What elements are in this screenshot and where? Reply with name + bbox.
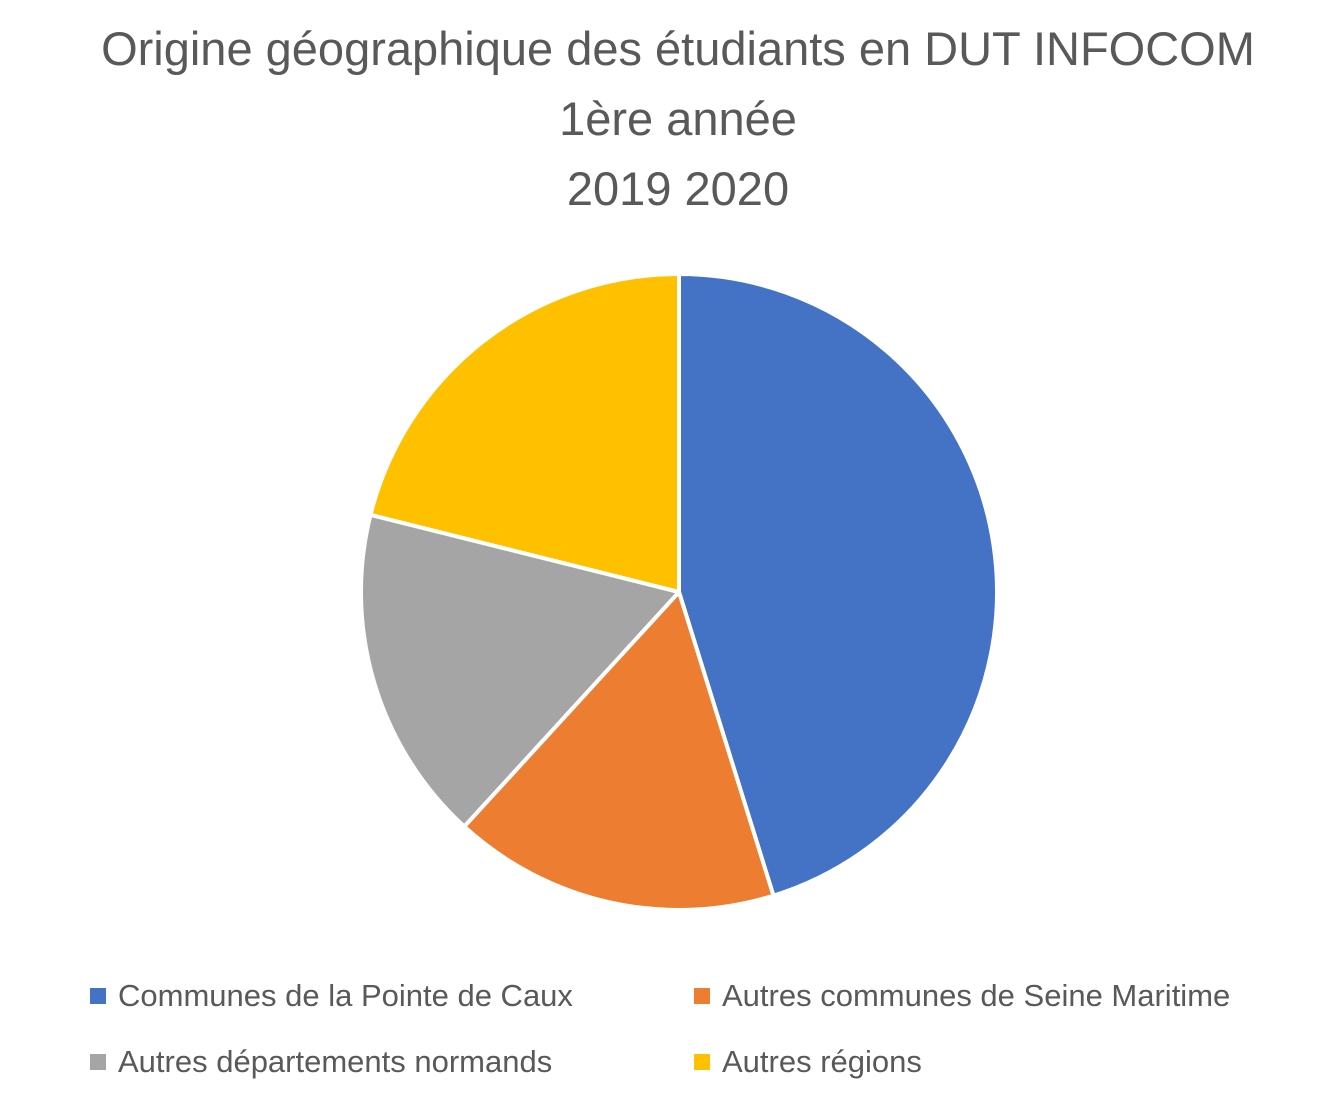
legend-label: Communes de la Pointe de Caux xyxy=(118,978,573,1013)
pie-slice-pointe-de-caux[interactable] xyxy=(677,272,999,898)
legend-swatch xyxy=(694,988,710,1004)
pie-slice-autres-regions[interactable] xyxy=(368,272,681,594)
legend-swatch xyxy=(90,988,106,1004)
legend-swatch xyxy=(694,1054,710,1070)
chart-legend: Communes de la Pointe de Caux Autres com… xyxy=(0,970,1344,1100)
legend-label: Autres communes de Seine Maritime xyxy=(722,978,1231,1013)
chart-title-line-3: 2019 2020 xyxy=(566,162,790,215)
legend-item-departements-normands[interactable]: Autres départements normands xyxy=(90,1044,552,1080)
chart-title-line-1: Origine géographique des étudiants en DU… xyxy=(101,22,1255,75)
chart-title: Origine géographique des étudiants en DU… xyxy=(0,14,1344,224)
legend-label: Autres départements normands xyxy=(118,1044,553,1079)
chart-title-line-2: 1ère année xyxy=(559,92,797,145)
legend-swatch xyxy=(90,1054,106,1070)
pie-slice-seine-maritime[interactable] xyxy=(462,590,776,912)
legend-item-pointe-de-caux[interactable]: Communes de la Pointe de Caux xyxy=(90,978,573,1014)
legend-item-seine-maritime[interactable]: Autres communes de Seine Maritime xyxy=(694,978,1230,1014)
pie-chart xyxy=(359,272,999,912)
pie-slice-departements-normands[interactable] xyxy=(359,512,681,829)
legend-label: Autres régions xyxy=(722,1044,922,1079)
legend-item-autres-regions[interactable]: Autres régions xyxy=(694,1044,922,1080)
